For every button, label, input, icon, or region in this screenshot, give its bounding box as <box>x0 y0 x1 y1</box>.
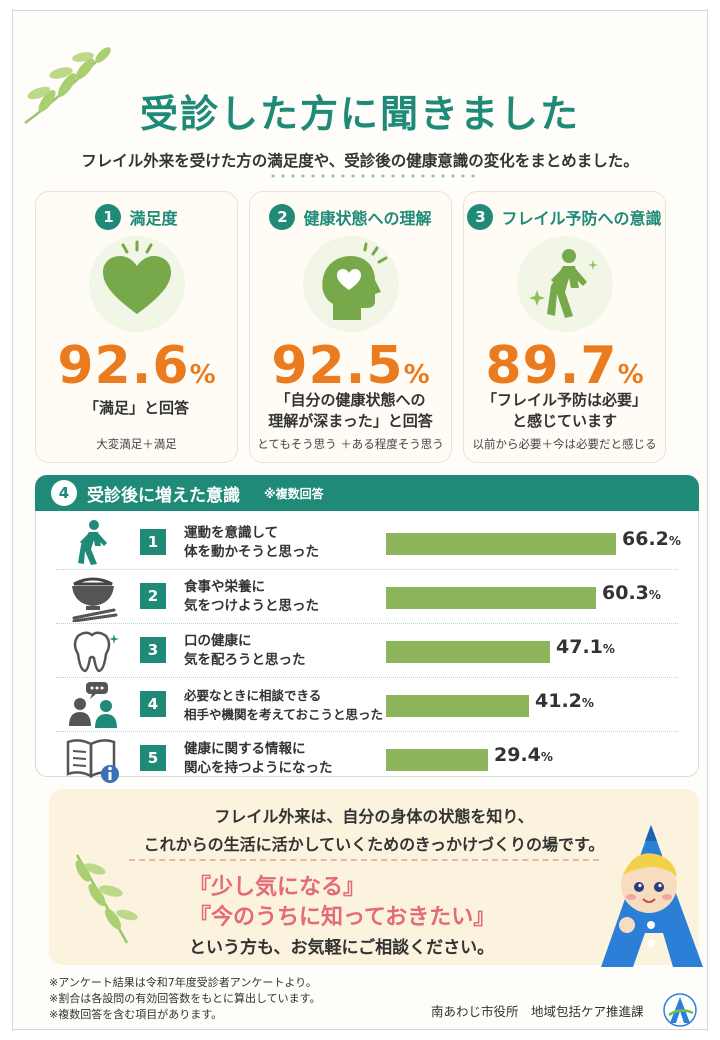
awareness-row-5: 5 健康に関する情報に 関心を持つようになった 29.4% <box>36 732 698 786</box>
rice-bowl-icon <box>72 577 118 622</box>
item-text: 必要なときに相談できる 相手や機関を考えておこうと思った <box>184 688 384 722</box>
card-answer: 「フレイル予防は必要」 と感じています <box>481 391 647 430</box>
item-number: 5 <box>140 745 166 771</box>
card-title: フレイル予防への意識 <box>501 209 662 228</box>
walking-person-icon <box>516 236 613 332</box>
card-note: 以前から必要＋今は必要だと感じる <box>472 437 657 451</box>
message-box: フレイル外来は、自分の身体の状態を知り、 これからの生活に活かしていくためのきっ… <box>49 789 699 965</box>
bar-value-2: 60.3% <box>602 582 661 604</box>
card-note: 大変満足＋満足 <box>96 437 177 451</box>
card-number: 2 <box>269 204 296 230</box>
item-text: 食事や栄養に 気をつけようと思った <box>184 579 319 614</box>
bar-item-2 <box>386 587 596 609</box>
item-number: 4 <box>140 691 166 717</box>
section-note: ※複数回答 <box>264 486 324 501</box>
card-title: 満足度 <box>129 209 178 228</box>
section-title: 受診後に増えた意識 <box>87 485 240 506</box>
message-divider <box>129 859 599 861</box>
info-book-icon <box>66 739 119 783</box>
item-number: 2 <box>140 583 166 609</box>
message-line-3: という方も、お気軽にご相談ください。 <box>189 938 495 958</box>
tooth-icon <box>73 631 119 673</box>
city-logo-icon <box>663 993 697 1027</box>
satisfaction-rate: 92.6% <box>57 336 216 396</box>
walking-icon <box>78 520 107 565</box>
awareness-row-4: 4 必要なときに相談できる 相手や機関を考えておこうと思った 41.2% <box>36 678 698 732</box>
page-subtitle: フレイル外来を受けた方の満足度や、受診後の健康意識の変化をまとめました。 <box>81 152 639 170</box>
bar-value-3: 47.1% <box>556 636 615 658</box>
item-text: 健康に関する情報に 関心を持つようになった <box>184 741 333 776</box>
card-title: 健康状態への理解 <box>303 209 432 228</box>
health-understanding-card: 2 健康状態への理解 92.5% 「自分の健康状態への 理解が深まった」と回答 … <box>249 191 452 463</box>
dotted-divider <box>268 174 478 178</box>
bar-value-1: 66.2% <box>622 528 681 550</box>
item-text: 口の健康に 気を配ろうと思った <box>184 633 306 668</box>
flyer-page: 受診した方に聞きました フレイル外来を受けた方の満足度や、受診後の健康意識の変化… <box>12 10 708 1030</box>
footnote: ※アンケート結果は令和7年度受診者アンケートより。 <box>49 976 317 989</box>
section-number: 4 <box>51 480 77 506</box>
message-line-2: これからの生活に活かしていくためのきっかけづくりの場です。 <box>143 835 605 854</box>
consultation-icon <box>69 682 117 728</box>
footnotes: ※アンケート結果は令和7年度受診者アンケートより。 ※割合は各設問の有効回答数を… <box>49 975 321 1023</box>
bar-item-1 <box>386 533 616 555</box>
awareness-section: 4 受診後に増えた意識 ※複数回答 1 運動を意識して 体を動かそうと思った 6… <box>35 475 699 783</box>
bar-value-4: 41.2% <box>535 690 594 712</box>
card-answer: 「満足」と回答 <box>83 399 189 417</box>
frailty-prevention-card: 3 フレイル予防への意識 89.7% 「フレイル予防は必要」 と感じています 以… <box>463 191 666 463</box>
awareness-row-1: 1 運動を意識して 体を動かそうと思った 66.2% <box>36 516 698 570</box>
awareness-row-3: 3 口の健康に 気を配ろうと思った 47.1% <box>36 624 698 678</box>
card-number: 3 <box>467 204 494 230</box>
page-title: 受診した方に聞きました <box>139 92 580 136</box>
bar-item-3 <box>386 641 550 663</box>
heart-icon <box>88 236 185 332</box>
organization-name: 南あわじ市役所 地域包括ケア推進課 <box>431 1004 644 1019</box>
bar-value-5: 29.4% <box>494 744 553 766</box>
item-number: 1 <box>140 529 166 555</box>
message-quote-1: 『少し気になる』 <box>189 875 366 900</box>
prevention-rate: 89.7% <box>485 336 644 396</box>
message-quote-2: 『今のうちに知っておきたい』 <box>189 905 496 930</box>
bar-item-5 <box>386 749 488 771</box>
head-heart-icon <box>302 236 399 332</box>
mascot-character-icon <box>601 825 703 967</box>
footnote: ※割合は各設問の有効回答数をもとに算出しています。 <box>49 992 321 1005</box>
card-note: とてもそう思う ＋ある程度そう思う <box>257 437 444 451</box>
leaf-decoration-icon <box>24 47 111 125</box>
awareness-row-2: 2 食事や栄養に 気をつけようと思った 60.3% <box>36 570 698 624</box>
footnote: ※複数回答を含む項目があります。 <box>49 1008 223 1021</box>
card-answer: 「自分の健康状態への 理解が深まった」と回答 <box>268 391 433 430</box>
leaf-decoration-icon <box>75 854 138 944</box>
item-text: 運動を意識して 体を動かそうと思った <box>184 525 319 560</box>
message-line-1: フレイル外来は、自分の身体の状態を知り、 <box>214 807 534 826</box>
satisfaction-card: 1 満足度 92.6% 「満足」と回答 大変満足＋満足 <box>35 191 238 463</box>
understanding-rate: 92.5% <box>271 336 430 396</box>
item-number: 3 <box>140 637 166 663</box>
awareness-section-header: 4 受診後に増えた意識 ※複数回答 <box>35 475 699 511</box>
bar-item-4 <box>386 695 529 717</box>
card-number: 1 <box>95 204 122 230</box>
